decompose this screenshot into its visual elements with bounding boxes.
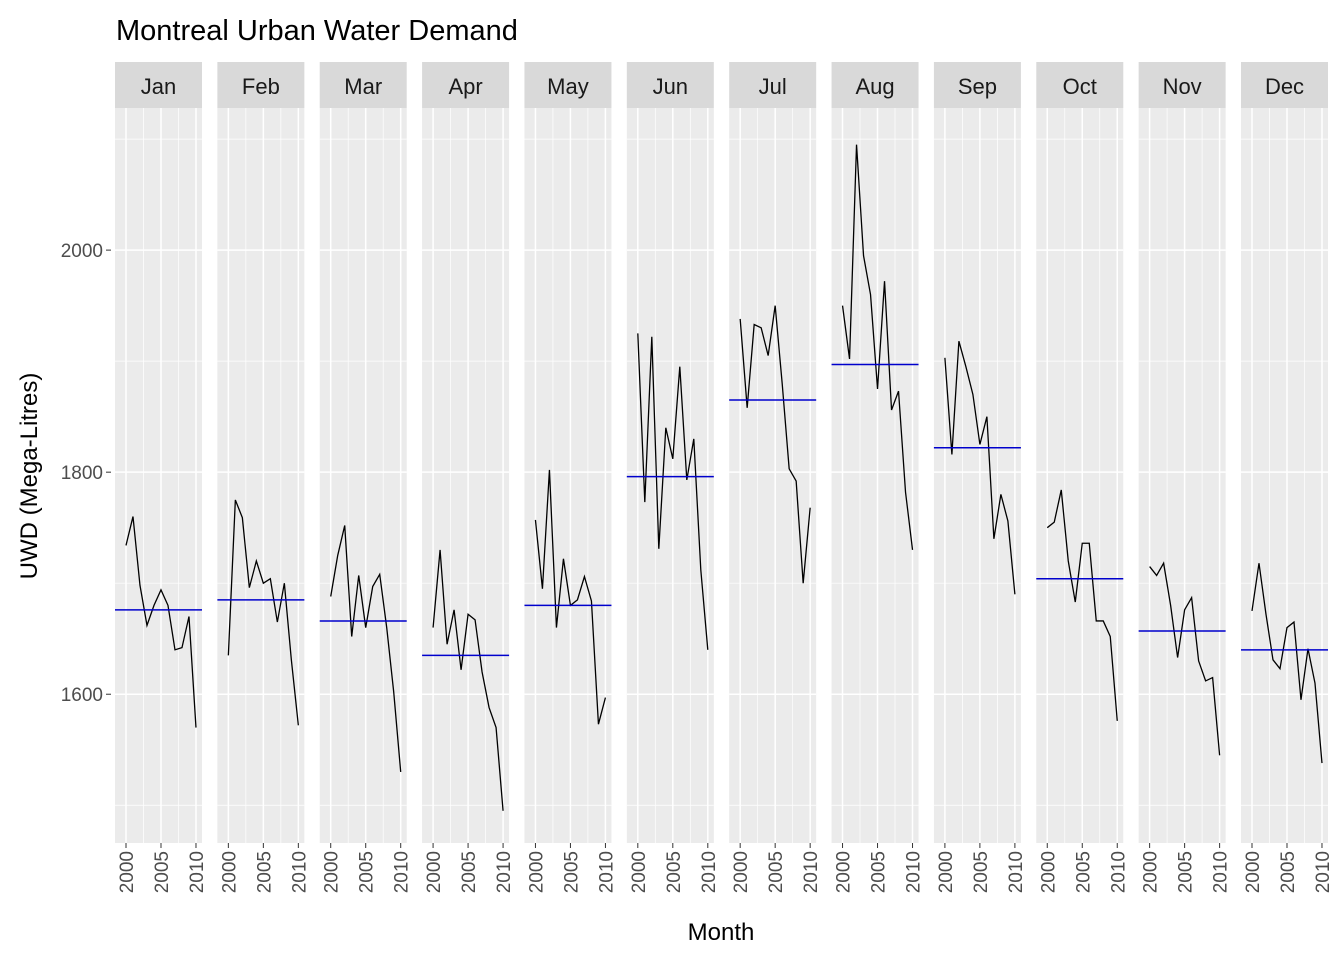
x-tick-label: 2005 [561,851,582,893]
panel-background [626,108,714,843]
strip [217,62,305,108]
strip-label: Apr [448,74,482,99]
x-tick-label: 2000 [1243,851,1264,893]
x-tick-label: 2000 [1141,851,1162,893]
panel-background [524,108,612,843]
strip [422,62,510,108]
panel-background [933,108,1021,843]
x-tick-label: 2010 [1211,851,1232,893]
x-tick-label: 2005 [254,851,275,893]
x-tick-label: 2010 [596,851,617,893]
strip-label: Aug [855,74,894,99]
x-tick-label: 2010 [801,851,822,893]
x-tick-label: 2010 [1313,851,1334,893]
y-axis-label: UWD (Mega-Litres) [16,373,43,580]
series-line [944,340,1016,595]
y-tick-label: 1600 [61,685,103,706]
strip-label: May [547,74,589,99]
panel-background [1138,108,1226,843]
panel-background [115,108,202,843]
x-tick-label: 2005 [1278,851,1299,893]
strip-label: Jan [141,74,176,99]
y-tick-label: 2000 [61,241,103,262]
x-tick-label: 2005 [1176,851,1197,893]
strip-label: Jul [759,74,787,99]
strip-label: Dec [1265,74,1304,99]
x-tick-label: 2000 [834,851,855,893]
x-tick-label: 2005 [971,851,992,893]
chart-title: Montreal Urban Water Demand [116,15,518,47]
x-tick-label: 2005 [1073,851,1094,893]
x-tick-label: 2000 [1038,851,1059,893]
y-tick-label: 1800 [61,463,103,484]
x-tick-label: 2010 [392,851,413,893]
panel-background [217,108,305,843]
strip-label: Feb [242,74,280,99]
x-tick-label: 2005 [869,851,890,893]
panel-background [729,108,817,843]
series-line [330,525,402,772]
strip [933,62,1021,108]
series-line [125,516,197,728]
strip [626,62,714,108]
series-line [739,305,811,584]
x-axis-label: Month [688,919,755,946]
panel-background [319,108,407,843]
series-line [1251,563,1323,764]
x-tick-label: 2005 [664,851,685,893]
x-tick-label: 2000 [219,851,240,893]
x-tick-label: 2010 [1108,851,1129,893]
x-tick-label: 2000 [629,851,650,893]
x-tick-label: 2000 [322,851,343,893]
strip [831,62,919,108]
x-tick-label: 2010 [187,851,208,893]
strip-label: Sep [958,74,997,99]
x-tick-label: 2010 [699,851,720,893]
strip-label: Oct [1063,74,1097,99]
x-tick-label: 2005 [152,851,173,893]
x-tick-label: 2010 [494,851,515,893]
x-tick-label: 2000 [526,851,547,893]
x-tick-label: 2005 [459,851,480,893]
x-tick-label: 2010 [289,851,310,893]
x-tick-label: 2010 [1006,851,1027,893]
series-line [1046,489,1118,721]
panel-background [422,108,510,843]
panel-background [1241,108,1328,843]
strip [729,62,817,108]
x-tick-label: 2000 [731,851,752,893]
strip-label: Nov [1163,74,1202,99]
strip [1241,62,1328,108]
series-line [1149,561,1221,756]
panel-background [1036,108,1124,843]
strip-label: Mar [344,74,382,99]
series-line [432,549,504,811]
series-line [227,499,299,726]
panel-background [831,108,919,843]
x-tick-label: 2005 [766,851,787,893]
strip [1138,62,1226,108]
strip [1036,62,1124,108]
x-tick-label: 2000 [424,851,445,893]
strip [319,62,407,108]
strip-label: Jun [653,74,688,99]
x-tick-label: 2000 [117,851,138,893]
strip [524,62,612,108]
series-line [841,144,914,550]
x-tick-label: 2005 [357,851,378,893]
x-tick-label: 2010 [904,851,925,893]
series-line [637,333,709,650]
x-tick-label: 2000 [936,851,957,893]
strip [115,62,202,108]
